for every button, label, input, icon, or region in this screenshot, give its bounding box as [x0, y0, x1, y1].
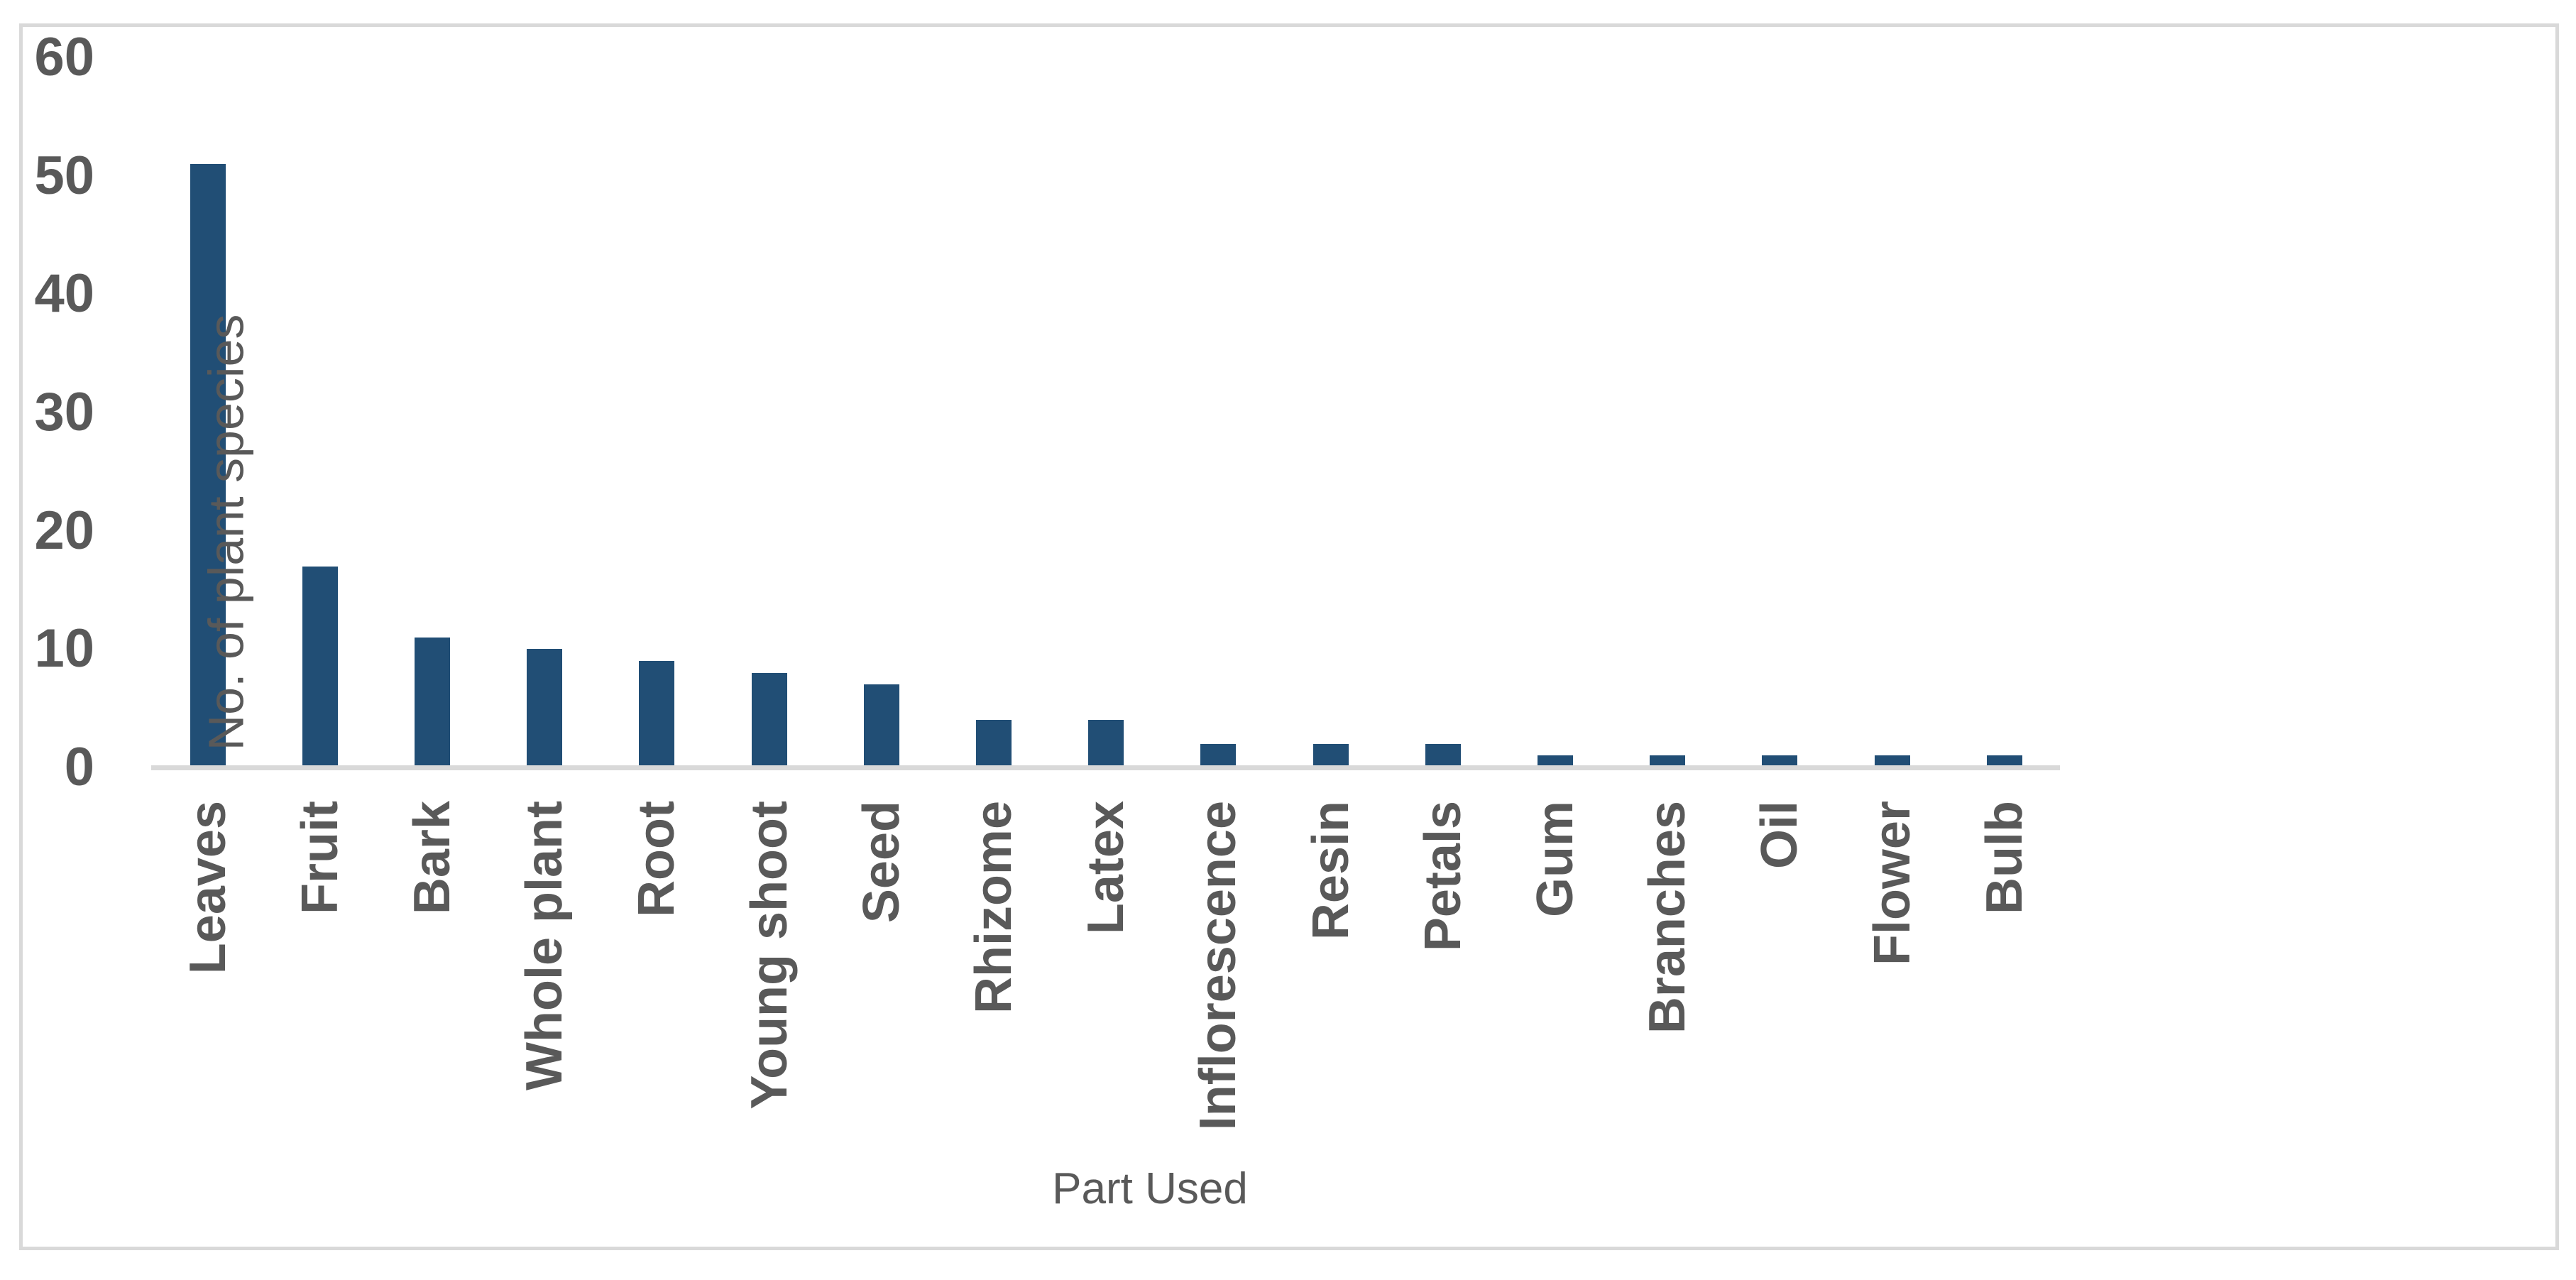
x-label-text-inflorescence: Inflorescence: [1190, 801, 1247, 1131]
y-tick-60: 60: [34, 27, 94, 87]
bar-bark: [414, 637, 450, 767]
bar-petals: [1425, 743, 1461, 767]
x-label-text-branches: Branches: [1639, 801, 1697, 1034]
x-axis-line: [151, 765, 2060, 770]
x-label-text-root: Root: [628, 801, 686, 917]
x-label-text-flower: Flower: [1863, 801, 1921, 966]
x-label-text-seed: Seed: [853, 801, 910, 924]
bar-rhizome: [975, 720, 1012, 767]
bar-fruit: [302, 566, 338, 767]
y-tick-40: 40: [34, 263, 94, 324]
bar-root: [639, 661, 675, 767]
x-label-text-latex: Latex: [1078, 801, 1135, 935]
y-axis-title-text: No. of plant species: [198, 314, 254, 751]
y-tick-10: 10: [34, 618, 94, 679]
x-label-text-resin: Resin: [1302, 801, 1359, 941]
y-tick-50: 50: [34, 145, 94, 206]
x-label-text-gum: Gum: [1526, 801, 1584, 918]
x-label-text-oil: Oil: [1751, 801, 1809, 870]
y-tick-20: 20: [34, 500, 94, 561]
x-label-text-bark: Bark: [403, 801, 461, 915]
y-tick-0: 0: [64, 737, 94, 797]
bar-resin: [1312, 743, 1349, 767]
bar-branches: [1650, 755, 1686, 767]
x-label-text-fruit: Fruit: [291, 801, 349, 914]
x-label-text-whole-plant: Whole plant: [516, 801, 574, 1090]
x-label-text-rhizome: Rhizome: [965, 801, 1022, 1014]
bar-young-shoot: [751, 672, 787, 767]
bar-leaves: [190, 164, 226, 767]
bar-flower: [1874, 755, 1910, 767]
x-label-text-young-shoot: Young shoot: [740, 801, 798, 1110]
bar-gum: [1537, 755, 1573, 767]
bar-bulb: [1986, 755, 2022, 767]
bar-inflorescence: [1200, 743, 1237, 767]
x-axis-title-text: Part Used: [1052, 1164, 1248, 1213]
x-label-text-leaves: Leaves: [179, 801, 236, 975]
chart-border-frame: [19, 23, 2559, 1250]
bar-oil: [1762, 755, 1798, 767]
x-label-text-petals: Petals: [1414, 801, 1471, 952]
bar-latex: [1088, 720, 1124, 767]
y-axis-title: No. of plant species: [198, 256, 254, 809]
bar-whole-plant: [527, 649, 563, 767]
x-axis-title: Part Used: [937, 1166, 1363, 1213]
x-label-text-bulb: Bulb: [1975, 801, 2033, 914]
y-tick-30: 30: [34, 382, 94, 442]
bar-seed: [863, 684, 899, 767]
